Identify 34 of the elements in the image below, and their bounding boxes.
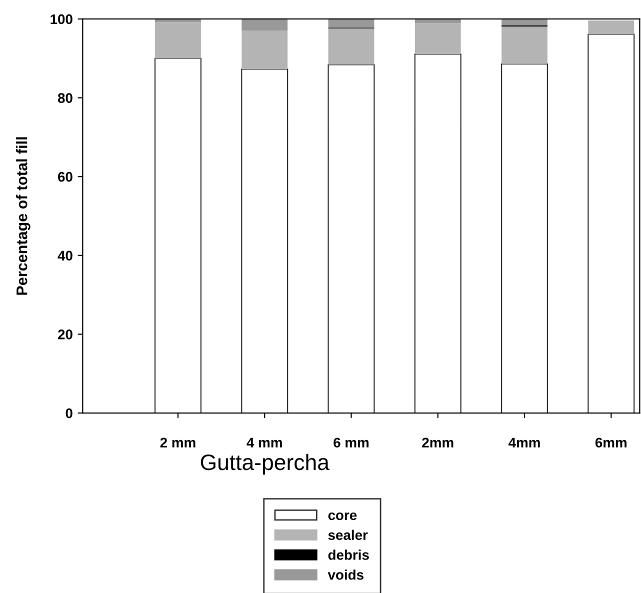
bar	[328, 28, 374, 65]
bar	[502, 18, 548, 26]
y-axis-title: Percentage of total fill	[16, 137, 30, 295]
legend-label: sealer	[328, 530, 368, 540]
bar	[414, 53, 462, 414]
y-tick-label: 60	[58, 172, 72, 182]
bar	[155, 22, 201, 58]
x-tick-label: 2mm	[422, 438, 454, 448]
y-tick-label: 100	[50, 14, 72, 24]
x-tick-label: 6mm	[595, 438, 626, 448]
legend-label: debris	[328, 550, 369, 560]
y-tick-label: 40	[58, 250, 72, 261]
x-tick-label: 6 mm	[334, 438, 369, 448]
bar	[414, 18, 461, 24]
bar	[588, 34, 635, 414]
y-tick-label: 20	[58, 330, 72, 340]
text: Gutta-percha	[200, 454, 330, 475]
bar	[414, 23, 461, 54]
legend-label: voids	[328, 570, 364, 580]
x-tick-label: 4 mm	[246, 438, 282, 448]
y-tick-label: 80	[58, 93, 72, 103]
x-tick-label: 4mm	[508, 438, 540, 448]
bar	[241, 68, 288, 414]
bar	[242, 18, 288, 31]
bar	[328, 64, 375, 414]
x-tick-label: 2 mm	[160, 438, 196, 448]
legend-label: core	[328, 512, 357, 520]
bar	[588, 20, 634, 34]
bar	[328, 18, 374, 28]
bar	[154, 58, 202, 414]
bar	[502, 26, 548, 64]
bar	[500, 63, 548, 414]
bar	[242, 30, 288, 70]
y-tick-label: 0	[66, 408, 72, 418]
